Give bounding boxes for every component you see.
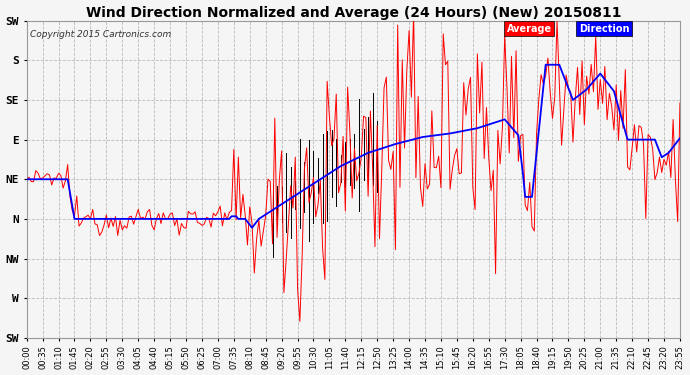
Text: Average: Average — [507, 24, 552, 34]
Title: Wind Direction Normalized and Average (24 Hours) (New) 20150811: Wind Direction Normalized and Average (2… — [86, 6, 621, 20]
Text: Direction: Direction — [579, 24, 629, 34]
Text: Copyright 2015 Cartronics.com: Copyright 2015 Cartronics.com — [30, 30, 171, 39]
